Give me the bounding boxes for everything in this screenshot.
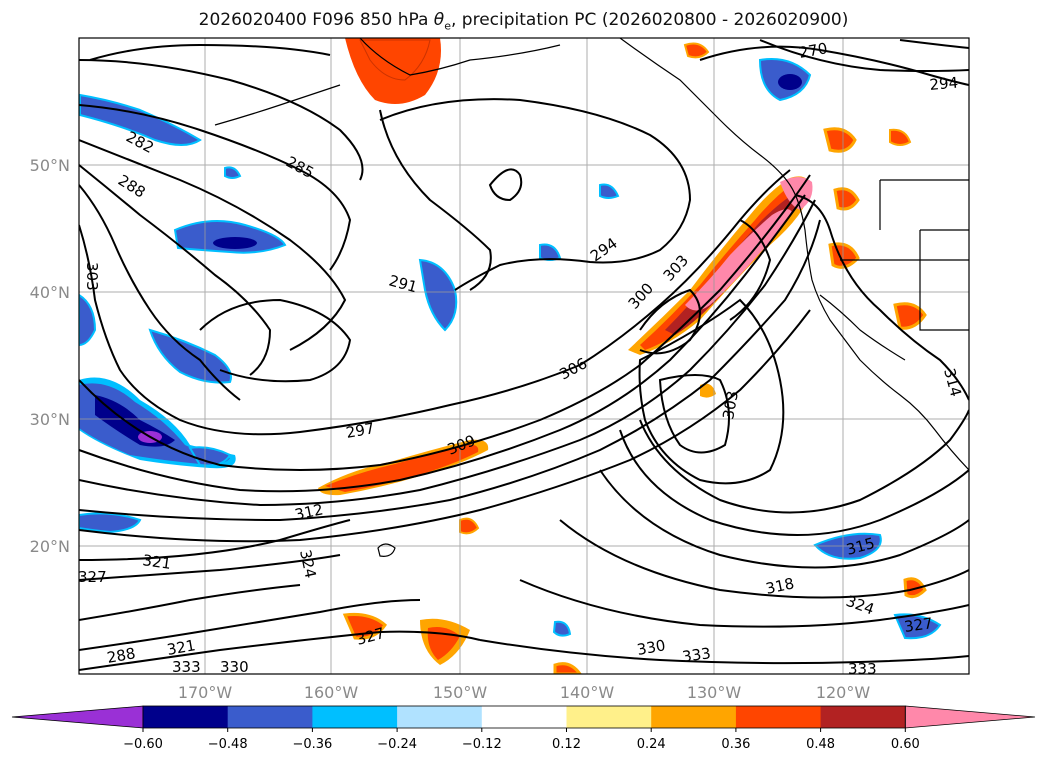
contour-label: 330: [220, 658, 249, 676]
contour-label: 321: [166, 636, 197, 659]
colorbar-tick-label: 0.24: [637, 737, 666, 752]
colorbar-tick-label: −0.24: [377, 737, 417, 752]
colorbar-tick-label: −0.60: [123, 737, 163, 752]
lat-label-50n: 50°N: [30, 156, 70, 175]
contour-label: 297: [345, 419, 376, 442]
colorbar-segment: [143, 706, 229, 728]
contour-label: 333: [681, 644, 712, 666]
colorbar-frame: [142, 705, 906, 729]
lat-label-20n: 20°N: [30, 537, 70, 556]
colorbar-segment: [566, 706, 652, 728]
lat-label-40n: 40°N: [30, 283, 70, 302]
contour-label: 270: [798, 39, 829, 62]
lon-label-120w: 120°W: [816, 683, 871, 702]
colorbar-segment: [820, 706, 906, 728]
colorbar-tick-label: 0.60: [891, 737, 920, 752]
contour-label: 333: [172, 658, 201, 676]
contour-label: 288: [106, 644, 137, 667]
colorbar-tick-label: 0.48: [806, 737, 835, 752]
map-plot-area: [79, 38, 969, 674]
colorbar-segment: [481, 706, 567, 728]
graticule: [79, 38, 969, 674]
colorbar-segment: [397, 706, 483, 728]
colorbar-tick-label: −0.36: [292, 737, 332, 752]
lon-label-150w: 150°W: [433, 683, 488, 702]
contour-label: 327: [903, 614, 934, 636]
lon-label-170w: 170°W: [178, 683, 233, 702]
map-title: 2026020400 F096 850 hPa θe, precipitatio…: [198, 10, 849, 33]
colorbar-extend-low: [11, 705, 144, 729]
colorbar: −0.60 −0.48 −0.36 −0.24 −0.12 0.12 0.24 0.36 0.4…: [11, 705, 1036, 752]
colorbar-tick-label: −0.12: [462, 737, 502, 752]
lon-label-130w: 130°W: [687, 683, 742, 702]
contour-label: 294: [929, 74, 959, 94]
colorbar-extend-high: [904, 705, 1036, 729]
contour-label: 318: [764, 574, 796, 598]
map-frame: [78, 37, 970, 675]
colorbar-tick-label: 0.12: [552, 737, 581, 752]
colorbar-segment: [227, 706, 313, 728]
contour-label: 303: [719, 389, 742, 420]
contour-label: 312: [293, 500, 325, 524]
contour-label: 327: [78, 568, 107, 586]
colorbar-segment: [651, 706, 737, 728]
contour-label: 324: [296, 548, 320, 580]
theta-e-contours: [79, 39, 969, 671]
contour-label: 330: [636, 636, 667, 659]
colorbar-tick-label: 0.36: [721, 737, 750, 752]
contour-label: 303: [83, 262, 101, 291]
colorbar-tick-label: −0.48: [208, 737, 248, 752]
coastlines: [214, 38, 969, 557]
lon-label-140w: 140°W: [560, 683, 615, 702]
colorbar-segment: [735, 706, 822, 728]
latitude-labels: 50°N 40°N 30°N 20°N: [30, 156, 70, 556]
longitude-labels: 170°W 160°W 150°W 140°W 130°W 120°W: [178, 683, 871, 702]
colorbar-segment: [312, 706, 398, 728]
contour-label: 333: [848, 660, 877, 678]
lon-label-160w: 160°W: [304, 683, 359, 702]
lat-label-30n: 30°N: [30, 410, 70, 429]
contour-label: 321: [141, 551, 172, 573]
